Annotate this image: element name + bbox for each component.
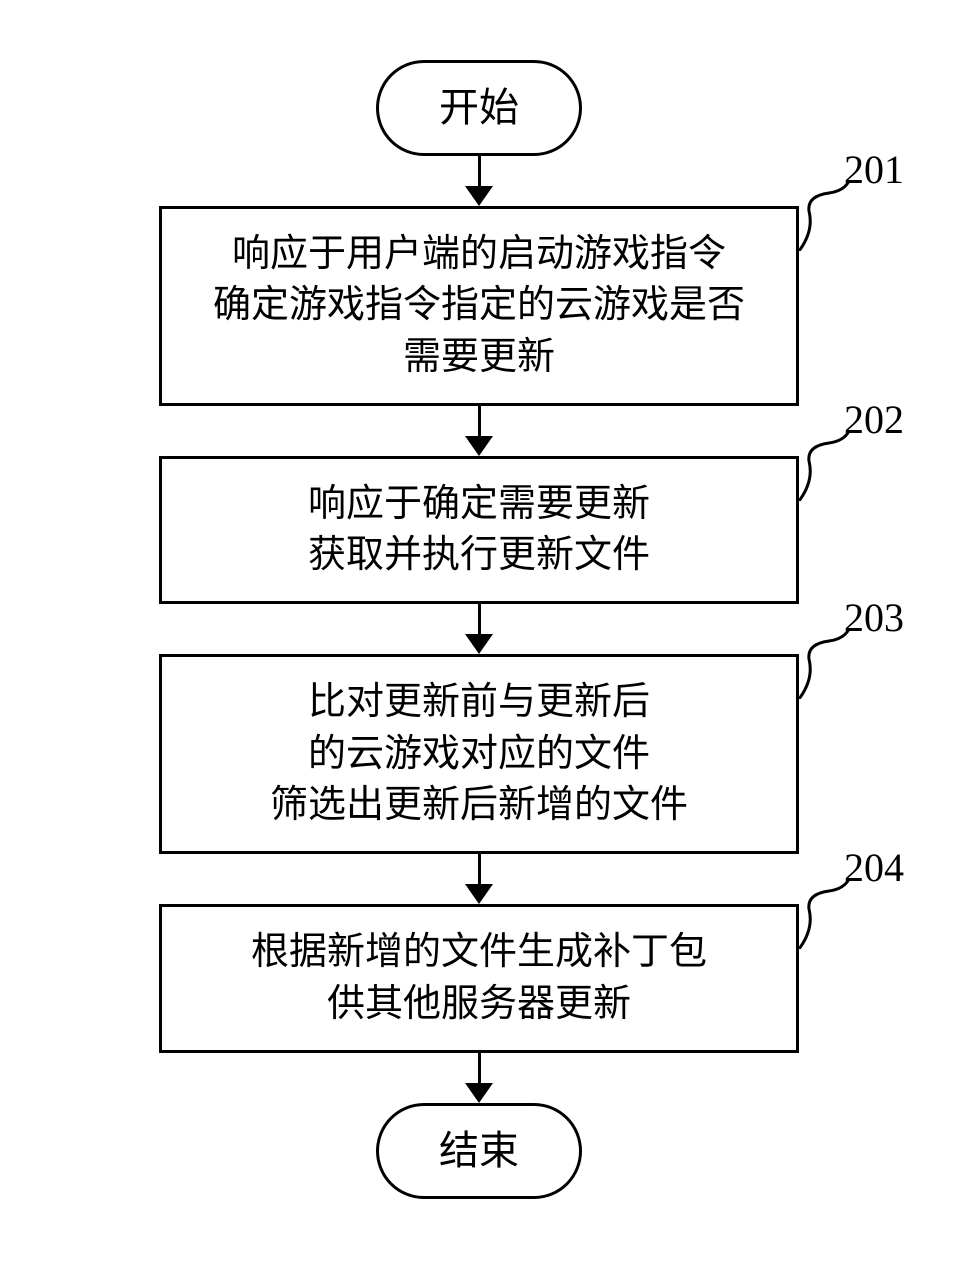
step-text: 获取并执行更新文件 — [192, 530, 766, 581]
step-text: 的云游戏对应的文件 — [192, 729, 766, 780]
step-203-process: 比对更新前与更新后 的云游戏对应的文件 筛选出更新后新增的文件 — [159, 654, 799, 854]
step-label-container: 204 — [799, 879, 859, 949]
step-number: 201 — [844, 146, 904, 193]
step-text: 响应于用户端的启动游戏指令 — [192, 229, 766, 280]
end-terminator: 结束 — [376, 1103, 582, 1199]
step-text: 根据新增的文件生成补丁包 — [192, 927, 766, 978]
step-text: 筛选出更新后新增的文件 — [192, 780, 766, 831]
step-201-process: 响应于用户端的启动游戏指令 确定游戏指令指定的云游戏是否 需要更新 — [159, 206, 799, 406]
step-text: 确定游戏指令指定的云游戏是否 — [192, 280, 766, 331]
start-label: 开始 — [439, 81, 519, 135]
step-201-wrapper: 响应于用户端的启动游戏指令 确定游戏指令指定的云游戏是否 需要更新 201 — [159, 206, 799, 406]
step-number: 202 — [844, 396, 904, 443]
step-text: 响应于确定需要更新 — [192, 479, 766, 530]
step-number: 203 — [844, 594, 904, 641]
step-204-process: 根据新增的文件生成补丁包 供其他服务器更新 — [159, 904, 799, 1053]
step-202-process: 响应于确定需要更新 获取并执行更新文件 — [159, 456, 799, 605]
flowchart-container: 开始 响应于用户端的启动游戏指令 确定游戏指令指定的云游戏是否 需要更新 201… — [159, 60, 799, 1199]
arrow — [465, 1053, 493, 1103]
arrow — [465, 604, 493, 654]
step-204-wrapper: 根据新增的文件生成补丁包 供其他服务器更新 204 — [159, 904, 799, 1053]
start-terminator: 开始 — [376, 60, 582, 156]
arrow — [465, 854, 493, 904]
end-label: 结束 — [439, 1124, 519, 1178]
step-label-container: 201 — [799, 181, 859, 251]
step-text: 供其他服务器更新 — [192, 979, 766, 1030]
step-202-wrapper: 响应于确定需要更新 获取并执行更新文件 202 — [159, 456, 799, 605]
arrow — [465, 156, 493, 206]
step-number: 204 — [844, 844, 904, 891]
step-label-container: 203 — [799, 629, 859, 699]
step-label-container: 202 — [799, 431, 859, 501]
step-text: 需要更新 — [192, 332, 766, 383]
step-text: 比对更新前与更新后 — [192, 677, 766, 728]
step-203-wrapper: 比对更新前与更新后 的云游戏对应的文件 筛选出更新后新增的文件 203 — [159, 654, 799, 854]
arrow — [465, 406, 493, 456]
